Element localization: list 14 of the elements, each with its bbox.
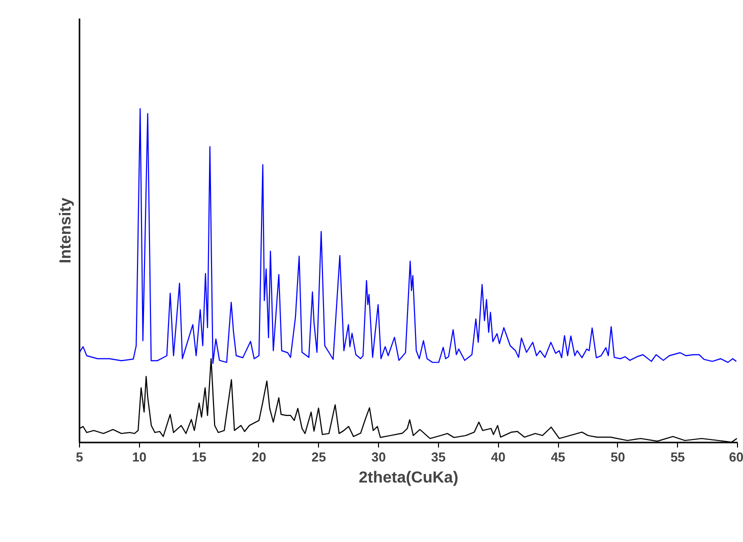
x-tick-label: 55 [670,450,685,464]
x-tick-label: 30 [371,450,386,464]
x-tick-label: 45 [550,450,566,464]
x-tick-label: 35 [431,450,446,464]
x-tick-label: 60 [729,450,743,464]
x-tick-label: 50 [610,450,626,464]
x-tick-label: 20 [252,450,266,464]
x-tick-label: 25 [312,450,326,464]
x-tick-label: 5 [76,450,84,464]
x-tick-label: 40 [490,450,506,464]
x-axis-title: 2theta(CuKa) [358,470,458,486]
y-axis-title: Intensity [58,198,74,264]
x-tick-label: 10 [132,450,147,464]
x-tick-label: 15 [192,450,206,464]
